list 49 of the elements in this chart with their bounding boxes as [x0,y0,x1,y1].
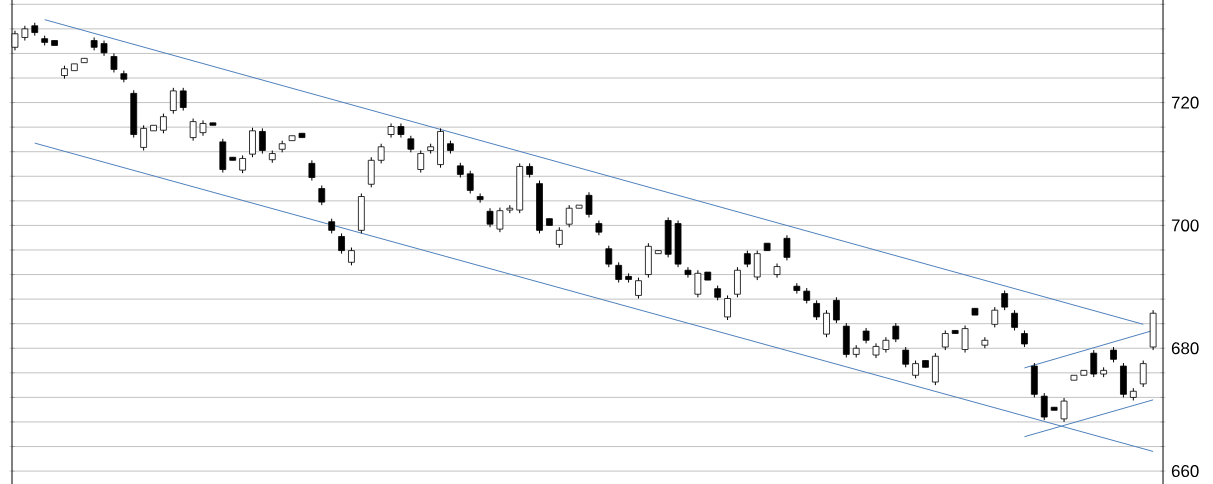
candlestick [1001,290,1009,311]
candlestick [476,192,484,204]
candlestick [565,204,573,228]
candlestick [734,266,741,298]
candlestick [1090,349,1098,378]
candlestick [417,149,425,174]
candlestick [1011,309,1018,331]
candlestick [724,294,731,321]
candlestick [169,87,177,115]
y-tick-label: 720 [1171,96,1199,109]
candlestick [585,191,593,218]
candlestick [635,277,642,299]
candlestick [823,309,830,338]
candlestick [160,113,167,134]
candlestick [902,346,910,368]
candlestick [813,299,820,321]
candlestick [249,127,256,158]
candlestick [486,207,494,228]
candlestick [140,124,147,151]
candlestick [605,245,613,268]
y-tick-label: 660 [1171,465,1199,478]
candlestick [189,118,197,142]
candlestick [991,306,999,328]
candlestick [783,234,791,261]
candlestick [961,325,969,354]
candlestick [981,336,989,349]
candlestick [318,184,326,206]
y-tick-label: 700 [1171,219,1199,232]
candlestick [753,250,761,281]
candlestick [615,261,623,284]
candlestick [377,143,385,164]
candlestick [694,269,702,298]
y-tick-label: 680 [1171,342,1199,355]
candlestick [338,232,345,255]
candlestick [259,127,266,155]
candlestick [1139,360,1147,388]
candlestick [110,52,118,73]
candlestick [308,159,316,182]
candlestick [941,329,949,351]
candlestick [555,226,563,249]
candlestick [1060,397,1068,423]
candlestick [466,170,474,194]
candlestick [179,87,187,112]
candlestick [892,322,900,343]
candlestick [367,156,375,188]
candlestick [684,266,692,279]
candlestick [1040,392,1048,421]
candlestick [833,296,840,324]
candlestick [496,207,504,233]
